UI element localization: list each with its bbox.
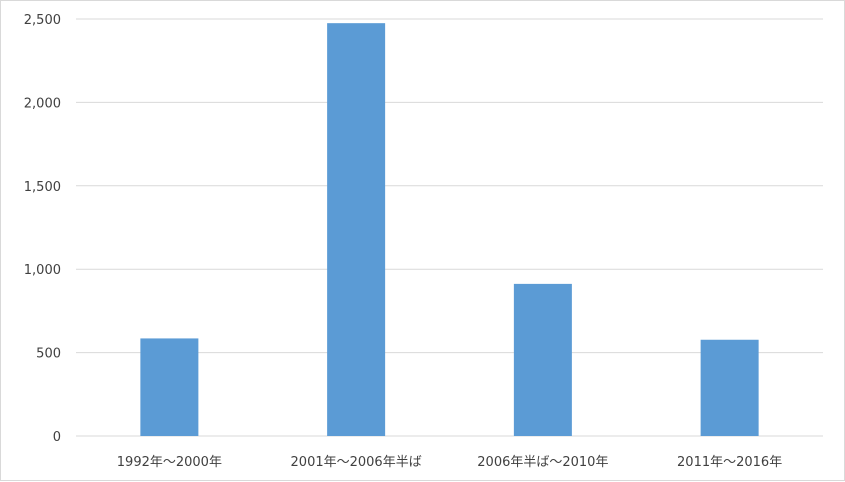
x-axis-labels: 1992年～2000年 2001年～2006年半ば 2006年半ば～2010年 201… (117, 455, 782, 470)
y-tick-label: 2,500 (24, 13, 61, 28)
bar (700, 339, 759, 436)
y-tick-label: 1,000 (24, 263, 61, 278)
y-tick-label: 2,000 (24, 96, 61, 111)
y-tick-label: 1,500 (24, 180, 61, 195)
y-tick-label: 0 (53, 430, 61, 445)
y-axis-ticks: 0 500 1,000 1,500 2,000 2,500 (24, 13, 61, 445)
x-category-label: 2011年～2016年 (677, 455, 782, 470)
x-category-label: 1992年～2000年 (117, 455, 222, 470)
x-category-label: 2001年～2006年半ば (291, 455, 422, 470)
gridlines (76, 18, 823, 437)
y-tick-label: 500 (36, 347, 61, 362)
bar (327, 23, 386, 436)
bar (513, 283, 572, 436)
x-category-label: 2006年半ば～2010年 (477, 455, 608, 470)
bar (140, 338, 199, 436)
bars (140, 23, 759, 436)
